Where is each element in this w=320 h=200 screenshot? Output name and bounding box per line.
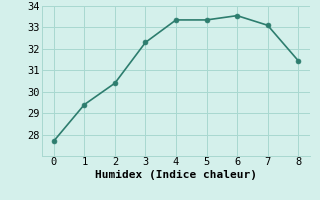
X-axis label: Humidex (Indice chaleur): Humidex (Indice chaleur) — [95, 170, 257, 180]
